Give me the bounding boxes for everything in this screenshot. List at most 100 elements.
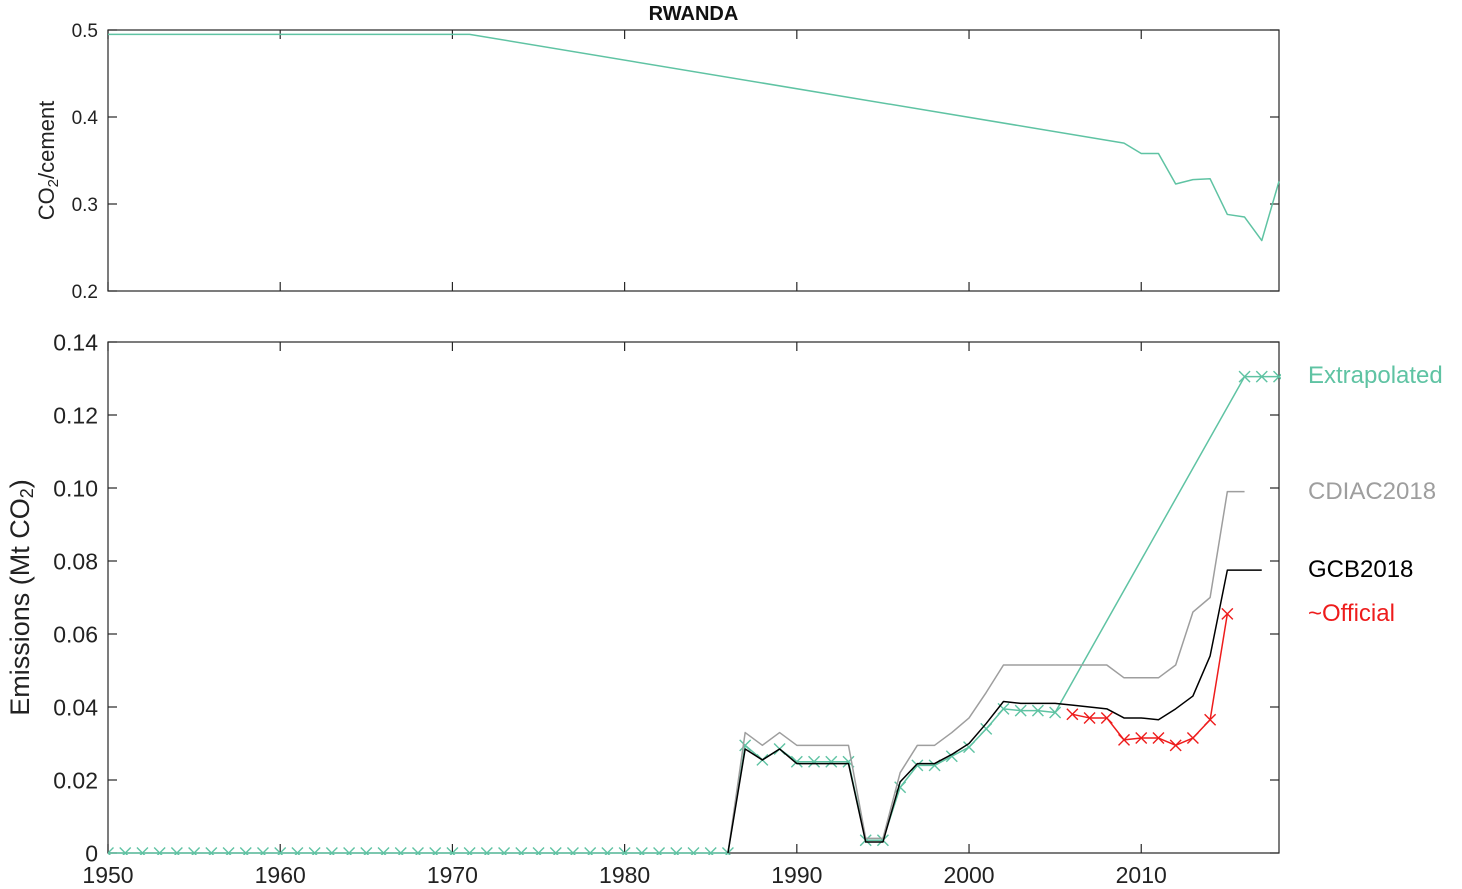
- legend--official: ~Official: [1308, 600, 1395, 627]
- y-axis-label-tail: ): [5, 479, 35, 488]
- series-marker-extrapolated: [704, 847, 717, 855]
- cement-ratio-panel: RWANDA 0.2 0.3 0.4 0.5 CO2/cement: [34, 3, 1280, 303]
- series-marker-extrapolated: [825, 755, 838, 768]
- series-marker--official: [1100, 711, 1113, 724]
- y-axis-label: CO2/cement: [34, 101, 62, 221]
- series-line--official: [1072, 613, 1229, 747]
- y-axis-label-sub: 2: [45, 179, 62, 187]
- chart-title: RWANDA: [649, 3, 739, 25]
- y-tick-label: 0.5: [72, 21, 98, 42]
- series-marker-extrapolated: [980, 722, 993, 735]
- series-marker-extrapolated: [808, 755, 821, 768]
- series-marker-extrapolated: [308, 847, 321, 855]
- series-marker-extrapolated: [670, 847, 683, 855]
- series-marker-extrapolated: [360, 847, 373, 855]
- series-marker--official: [1083, 711, 1096, 724]
- series-marker-extrapolated: [601, 847, 614, 855]
- series-marker-extrapolated: [239, 847, 252, 855]
- y-tick-label: 0: [85, 840, 98, 866]
- y-axis-label-main: CO: [34, 187, 59, 220]
- series-marker-extrapolated: [205, 847, 218, 855]
- series-marker-extrapolated: [136, 847, 149, 855]
- axes-box: [107, 29, 1280, 292]
- series-marker-extrapolated: [894, 781, 907, 794]
- x-tick-label: 2010: [1116, 862, 1167, 888]
- series-marker-extrapolated: [1273, 370, 1281, 383]
- series-marker-extrapolated: [1049, 706, 1062, 719]
- series-marker-extrapolated: [1014, 704, 1027, 717]
- series-line-extrapolated: [108, 375, 1279, 854]
- legend: Extrapolated CDIAC2018 GCB2018 ~Official: [1308, 362, 1443, 627]
- series-marker-extrapolated: [653, 847, 666, 855]
- series-line-gcb2018: [727, 569, 1262, 854]
- y-axis-label-main: Emissions (Mt CO: [5, 498, 35, 716]
- legend-cdiac2018: CDIAC2018: [1308, 478, 1436, 505]
- series-marker-extrapolated: [446, 847, 459, 855]
- series-marker-extrapolated: [463, 847, 476, 855]
- series-marker-extrapolated: [256, 847, 269, 855]
- series-marker--official: [1169, 739, 1182, 752]
- legend-gcb2018: GCB2018: [1308, 556, 1413, 583]
- series-marker-extrapolated: [429, 847, 442, 855]
- series-marker--official: [1118, 733, 1131, 746]
- series-line-cdiac2018: [727, 490, 1245, 854]
- series-marker-extrapolated: [584, 847, 597, 855]
- x-tick-label: 1990: [771, 862, 822, 888]
- series-marker-extrapolated: [618, 847, 631, 855]
- series-marker-extrapolated: [188, 847, 201, 855]
- series-marker-extrapolated: [498, 847, 511, 855]
- series-marker-extrapolated: [480, 847, 493, 855]
- series-marker-extrapolated: [1255, 370, 1268, 383]
- legend-extrapolated: Extrapolated: [1308, 362, 1443, 389]
- series-marker-extrapolated: [377, 847, 390, 855]
- series-marker-extrapolated: [566, 847, 579, 855]
- y-tick-label: 0.08: [53, 548, 98, 574]
- y-tick-label: 0.04: [53, 694, 98, 720]
- series-marker-extrapolated: [170, 847, 183, 855]
- x-tick-label: 1950: [82, 862, 133, 888]
- y-tick-label: 0.12: [53, 402, 98, 428]
- series-marker-extrapolated: [343, 847, 356, 855]
- series-marker--official: [1221, 607, 1234, 620]
- series-marker--official: [1066, 708, 1079, 721]
- series-marker-extrapolated: [153, 847, 166, 855]
- axes-box: [107, 341, 1280, 854]
- series-marker-extrapolated: [394, 847, 407, 855]
- series-marker-extrapolated: [1238, 370, 1251, 383]
- series-marker--official: [1152, 732, 1165, 745]
- series-marker-extrapolated: [119, 847, 132, 855]
- emissions-panel: 1950 1960 1970 1980 1990 2000 2010 0 0.02 0.04 0.0…: [5, 329, 1281, 888]
- y-tick-label: 0.3: [72, 195, 98, 216]
- series-marker-extrapolated: [549, 847, 562, 855]
- series-marker-extrapolated: [515, 847, 528, 855]
- series-layer: [108, 370, 1281, 855]
- y-tick-label: 0.02: [53, 767, 98, 793]
- series-marker-extrapolated: [108, 847, 114, 855]
- series-layer: [108, 33, 1280, 242]
- x-tick-label: 1980: [599, 862, 650, 888]
- y-tick-label: 0.2: [72, 282, 98, 303]
- series-marker-extrapolated: [532, 847, 545, 855]
- series-marker-extrapolated: [291, 847, 304, 855]
- x-tick-label: 1970: [427, 862, 478, 888]
- series-marker-extrapolated: [325, 847, 338, 855]
- series-marker-extrapolated: [274, 847, 287, 855]
- y-tick-label: 0.06: [53, 621, 98, 647]
- series-marker-extrapolated: [911, 759, 924, 772]
- y-axis-label: Emissions (Mt CO2): [5, 479, 37, 716]
- series-marker-extrapolated: [635, 847, 648, 855]
- series-marker-extrapolated: [963, 741, 976, 754]
- series-marker-extrapolated: [790, 755, 803, 768]
- series-marker--official: [1204, 713, 1217, 726]
- series-marker--official: [1186, 732, 1199, 745]
- y-axis-label-sub: 2: [17, 488, 37, 498]
- series-marker-extrapolated: [222, 847, 235, 855]
- series-marker-extrapolated: [1031, 704, 1044, 717]
- x-tick-label: 1960: [255, 862, 306, 888]
- y-tick-label: 0.10: [53, 475, 98, 501]
- series-marker-extrapolated: [411, 847, 424, 855]
- series-marker-extrapolated: [687, 847, 700, 855]
- series-marker-extrapolated: [739, 739, 752, 752]
- x-tick-label: 2000: [943, 862, 994, 888]
